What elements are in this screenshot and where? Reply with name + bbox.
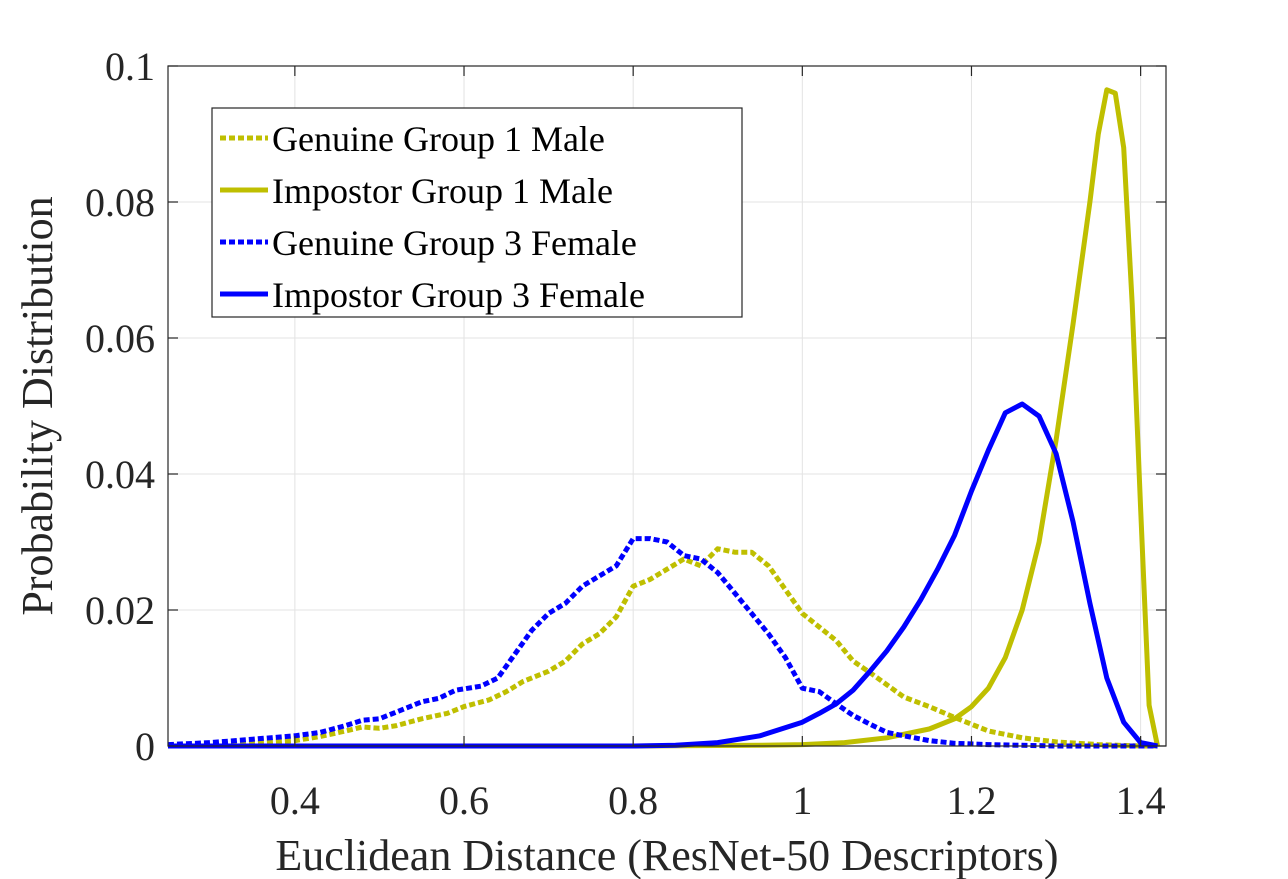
y-axis-label: Probability Distribution (13, 196, 62, 615)
series-line-3 (167, 536, 1158, 749)
axes (167, 65, 1167, 747)
y-tick-label: 0.04 (85, 452, 155, 497)
legend-label-2: Impostor Group 1 Male (272, 171, 613, 211)
x-tick-labels: 0.4 0.6 0.8 1 1.2 1.4 (270, 778, 1166, 823)
plot-frame (167, 65, 1167, 747)
x-tick-label: 1.4 (1116, 778, 1166, 823)
x-tick-label: 1.2 (946, 778, 996, 823)
y-tick-label: 0.1 (105, 44, 155, 89)
legend-box (211, 107, 743, 318)
series-layer (167, 87, 1160, 749)
y-tick-label: 0.06 (85, 316, 155, 361)
x-tick-label: 0.4 (270, 778, 320, 823)
legend-label-1: Genuine Group 1 Male (272, 119, 605, 159)
y-tick-label: 0.02 (85, 588, 155, 633)
x-tick-label: 1 (792, 778, 812, 823)
legend: Genuine Group 1 Male Impostor Group 1 Mal… (211, 107, 743, 318)
x-axis-label: Euclidean Distance (ResNet-50 Descriptor… (275, 831, 1058, 879)
series-line-1 (167, 546, 1158, 749)
y-tick-label: 0.08 (85, 180, 155, 225)
x-tick-label: 0.6 (439, 778, 489, 823)
legend-label-3: Genuine Group 3 Female (272, 223, 637, 263)
y-tick-label: 0 (135, 724, 155, 769)
legend-label-4: Impostor Group 3 Female (272, 275, 645, 315)
x-tick-label: 0.8 (608, 778, 658, 823)
y-tick-labels: 0 0.02 0.04 0.06 0.08 0.1 (85, 44, 155, 769)
series-line-2 (168, 87, 1160, 749)
series-line-4 (168, 401, 1158, 749)
